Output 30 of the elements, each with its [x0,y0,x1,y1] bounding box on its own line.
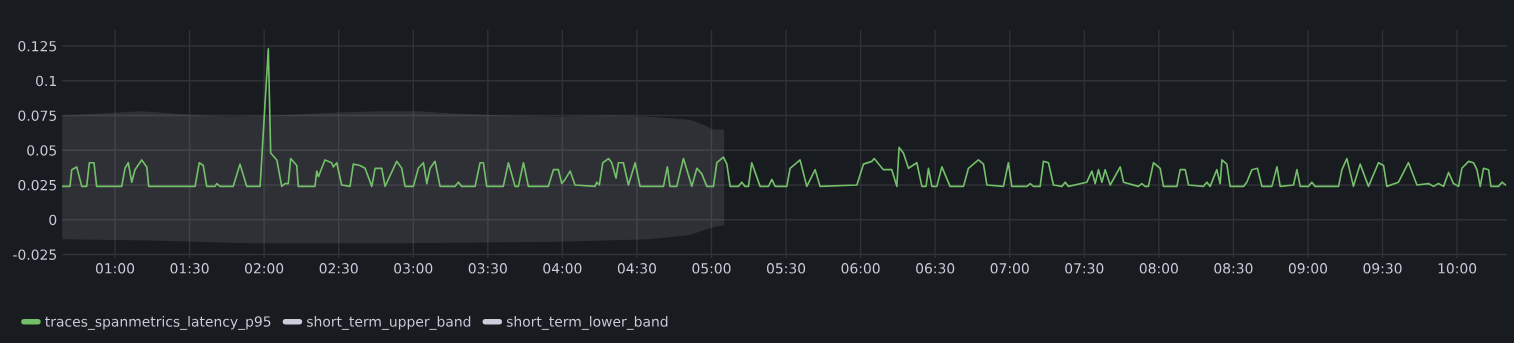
x-tick-label: 06:30 [916,263,955,274]
x-tick-label: 08:00 [1139,263,1178,274]
y-tick-label: 0 [49,214,57,226]
x-tick-label: 08:30 [1214,263,1253,274]
x-tick-label: 09:30 [1363,263,1402,274]
x-tick-label: 01:00 [95,263,135,274]
line-series [62,47,1507,188]
x-tick-label: 05:00 [692,263,731,274]
x-tick-label: 02:30 [319,263,358,274]
x-tick-label: 05:30 [766,263,806,274]
x-tick-label: 03:00 [394,263,433,274]
legend-label: short_term_upper_band [307,316,471,330]
y-tick-label: 0.025 [18,179,56,191]
x-tick-label: 07:30 [1065,263,1104,274]
x-tick-label: 03:30 [468,263,507,274]
x-tick-label: 04:00 [543,263,582,274]
x-tick-label: 10:00 [1438,263,1477,274]
x-tick-label: 02:00 [245,263,284,274]
y-tick-label: -0.025 [13,249,56,260]
y-tick-label: 0.1 [36,75,56,87]
x-tick-label: 07:00 [990,263,1029,274]
x-tick-label: 09:00 [1288,263,1328,274]
legend-label: traces_spanmetrics_latency_p95 [45,316,271,330]
x-tick-label: 01:30 [170,263,209,274]
x-tick-label: 06:00 [841,263,880,274]
y-tick-label: 0.075 [18,110,56,121]
x-tick-label: 04:30 [617,263,657,274]
y-tick-label: 0.125 [18,40,56,52]
y-tick-label: 0.05 [27,145,56,156]
legend-label: short_term_lower_band [506,316,668,330]
